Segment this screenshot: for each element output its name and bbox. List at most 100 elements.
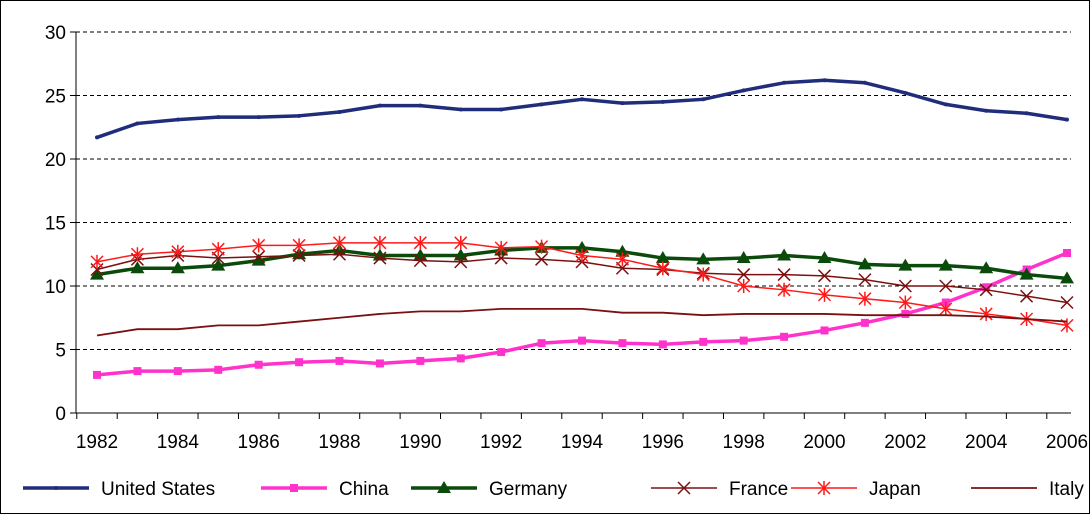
x-tick-label: 2004 <box>965 432 1008 453</box>
x-tick-label: 1988 <box>318 432 360 453</box>
data-point <box>373 235 387 250</box>
data-point <box>737 268 751 282</box>
data-point <box>251 253 266 266</box>
series-line <box>96 307 1068 337</box>
series-line <box>96 251 1068 377</box>
data-point <box>256 115 261 120</box>
data-point <box>780 332 789 341</box>
data-point <box>337 110 342 115</box>
data-point <box>413 235 427 250</box>
data-point <box>903 90 908 95</box>
data-point <box>214 365 223 374</box>
data-point <box>615 244 630 257</box>
legend-entry: China <box>261 479 389 500</box>
data-point <box>54 486 58 490</box>
data-point <box>292 248 306 263</box>
data-point <box>817 481 831 495</box>
data-point <box>377 103 382 108</box>
data-point <box>1065 117 1069 122</box>
x-tick-label: 2000 <box>803 432 845 453</box>
data-point <box>173 367 182 376</box>
data-point <box>939 301 953 316</box>
data-point <box>1020 289 1034 303</box>
data-point <box>777 268 791 282</box>
data-point <box>817 269 832 283</box>
data-point <box>90 267 104 280</box>
data-point <box>170 261 185 274</box>
data-point <box>817 287 832 302</box>
data-point <box>620 101 625 106</box>
data-point <box>332 247 347 261</box>
data-point <box>93 370 101 379</box>
legend: United States China Germany France Japan Ital… <box>23 479 1084 500</box>
y-tick-label: 0 <box>55 404 66 425</box>
data-point <box>822 78 827 83</box>
data-point <box>575 248 589 263</box>
data-point <box>578 336 586 345</box>
legend-label: Germany <box>489 479 568 500</box>
data-point <box>375 359 384 368</box>
data-point <box>696 267 710 282</box>
x-tick-label: 1990 <box>399 432 441 453</box>
data-point <box>655 251 670 264</box>
legend-label: France <box>729 479 788 500</box>
legend-entry: United States <box>23 479 215 500</box>
data-point <box>90 254 104 269</box>
legend-entry: Italy <box>971 479 1084 500</box>
data-point <box>782 80 787 85</box>
legend-entry: Germany <box>411 479 568 500</box>
x-axis-ticks: 1982 1984 1986 1988 1990 1992 1994 1996 1998 2000… <box>76 413 1088 453</box>
data-point <box>618 339 627 348</box>
data-point <box>95 135 99 140</box>
x-tick-label: 1998 <box>723 432 765 453</box>
data-point <box>696 252 711 265</box>
series-line <box>96 78 1068 140</box>
data-point <box>413 254 427 268</box>
data-point <box>984 108 989 113</box>
data-point <box>335 356 344 365</box>
series-china <box>93 248 1071 379</box>
legend-label: China <box>339 479 389 500</box>
data-point <box>741 88 746 93</box>
series-italy <box>96 307 1068 337</box>
data-point <box>1060 271 1074 284</box>
data-point <box>898 279 912 293</box>
data-point <box>135 121 140 126</box>
data-point <box>777 282 791 297</box>
legend-entry: Japan <box>791 479 921 500</box>
data-point <box>290 484 298 492</box>
data-point <box>656 261 670 276</box>
series-group <box>90 78 1074 379</box>
data-point <box>739 336 748 345</box>
data-point <box>862 80 867 85</box>
data-point <box>458 107 463 112</box>
y-tick-label: 25 <box>45 87 66 108</box>
data-point <box>539 102 544 107</box>
data-point <box>939 279 953 293</box>
data-point <box>575 240 589 253</box>
data-point <box>494 251 508 265</box>
data-point <box>982 283 991 292</box>
data-point <box>1024 111 1029 116</box>
legend-entry: France <box>651 479 788 500</box>
data-point <box>175 117 180 122</box>
data-point <box>216 115 221 120</box>
data-point <box>943 102 948 107</box>
data-point <box>295 358 304 367</box>
data-point <box>979 261 994 274</box>
y-tick-label: 20 <box>45 150 66 171</box>
x-tick-label: 1992 <box>480 432 522 453</box>
data-point <box>858 291 872 306</box>
data-point <box>130 261 145 274</box>
x-tick-label: 1984 <box>157 432 200 453</box>
data-point <box>416 356 425 365</box>
data-point <box>1019 267 1034 280</box>
data-point <box>817 251 832 264</box>
data-point <box>860 318 869 327</box>
y-tick-label: 10 <box>45 277 66 298</box>
y-axis-ticks: 0 5 10 15 20 25 30 <box>45 23 76 425</box>
data-point <box>901 309 910 318</box>
data-point <box>701 97 706 102</box>
data-point <box>979 283 993 297</box>
